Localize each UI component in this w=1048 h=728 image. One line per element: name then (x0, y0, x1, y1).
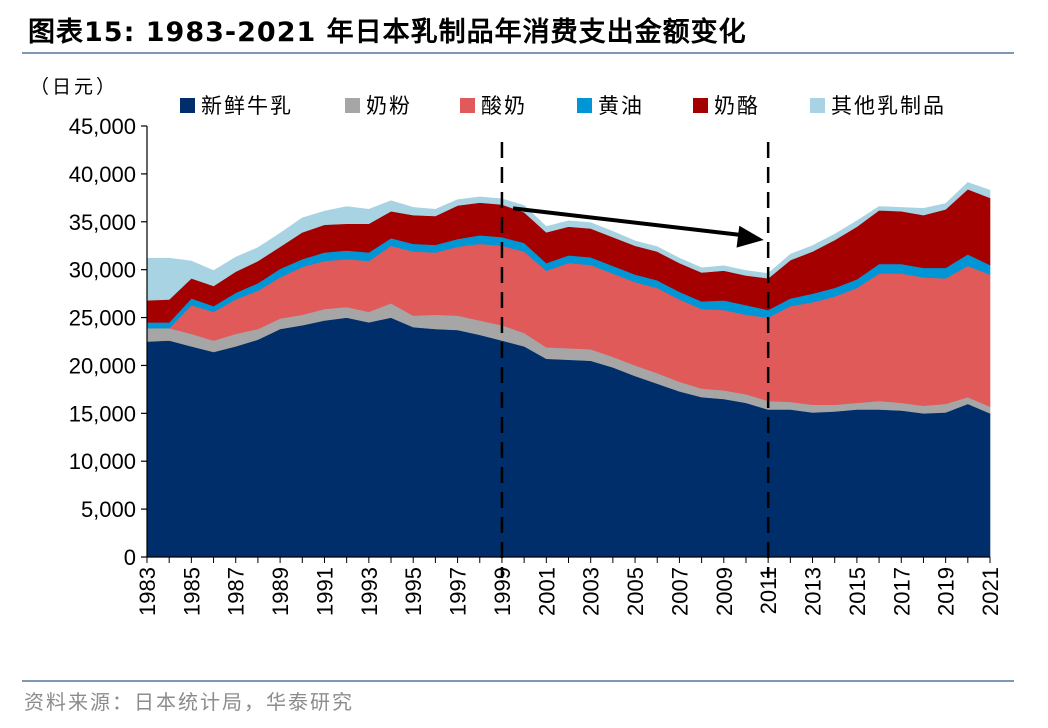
x-tick-label: 1995 (401, 567, 426, 616)
source-note: 资料来源：日本统计局，华泰研究 (24, 690, 354, 714)
legend-label-3: 黄油 (598, 94, 644, 118)
x-tick-label: 2003 (579, 567, 604, 616)
x-tick-label: 1997 (446, 567, 471, 616)
x-tick-label: 2021 (978, 567, 1003, 616)
axes-group: 0 5,000 10,000 15,000 20,000 25,000 30,000 35,0… (69, 114, 1003, 616)
legend-swatch-0 (180, 98, 195, 113)
x-tick-label: 2005 (623, 567, 648, 616)
trend-arrow-shaft (512, 206, 750, 238)
legend-swatch-3 (577, 98, 592, 113)
legend-label-5: 其他乳制品 (831, 94, 946, 118)
y-tick-label: 35,000 (69, 210, 136, 235)
annotations-group (512, 206, 764, 248)
x-tick-label: 2009 (712, 567, 737, 616)
legend-swatch-1 (345, 98, 360, 113)
x-tick-label: 2007 (667, 567, 692, 616)
x-tick-label: 2017 (889, 567, 914, 616)
x-tick-label: 2015 (845, 567, 870, 616)
y-tick-label: 40,000 (69, 162, 136, 187)
y-tick-label: 10,000 (69, 449, 136, 474)
legend-label-0: 新鲜牛乳 (201, 94, 293, 118)
area-series-5 (146, 182, 991, 301)
y-tick-label: 15,000 (69, 401, 136, 426)
x-tick-label: 1989 (268, 567, 293, 616)
x-tick-label: 2011 (756, 567, 781, 614)
y-tick-label: 0 (124, 545, 136, 570)
x-tick-label: 1999 (490, 567, 515, 616)
legend-label-1: 奶粉 (366, 94, 412, 118)
y-tick-label: 30,000 (69, 258, 136, 283)
legend-swatch-2 (460, 98, 475, 113)
legend-label-4: 奶酪 (714, 94, 760, 118)
x-tick-label: 1985 (179, 567, 204, 616)
x-tick-label: 1993 (357, 567, 382, 616)
y-tick-label: 25,000 (69, 306, 136, 331)
area-series-group (146, 182, 991, 558)
footer-rule (22, 680, 1014, 682)
legend-swatch-4 (693, 98, 708, 113)
title-rule (22, 52, 1014, 54)
legend-label-2: 酸奶 (481, 94, 527, 118)
y-tick-label: 5,000 (81, 497, 136, 522)
legend-swatch-5 (810, 98, 825, 113)
legend: 新鲜牛乳 奶粉 酸奶 黄油 奶酪 其他乳制品 (180, 94, 946, 118)
x-tick-label: 1987 (224, 567, 249, 616)
x-tick-label: 1991 (312, 567, 337, 616)
trend-arrow-head (736, 225, 764, 248)
reference-lines-group (500, 142, 770, 578)
y-tick-label: 20,000 (69, 353, 136, 378)
y-tick-label: 45,000 (69, 114, 136, 139)
stacked-area-chart: （日元） 0 5,000 10,000 15,000 20,000 25,000 30,00… (30, 76, 1003, 616)
chart-title: 图表15: 1983-2021 年日本乳制品年消费支出金额变化 (28, 17, 747, 48)
x-tick-label: 1983 (135, 567, 160, 616)
x-tick-label: 2019 (934, 567, 959, 616)
x-tick-label: 2013 (801, 567, 826, 616)
x-tick-label: 2001 (534, 567, 559, 616)
y-axis-unit-label: （日元） (30, 76, 118, 98)
